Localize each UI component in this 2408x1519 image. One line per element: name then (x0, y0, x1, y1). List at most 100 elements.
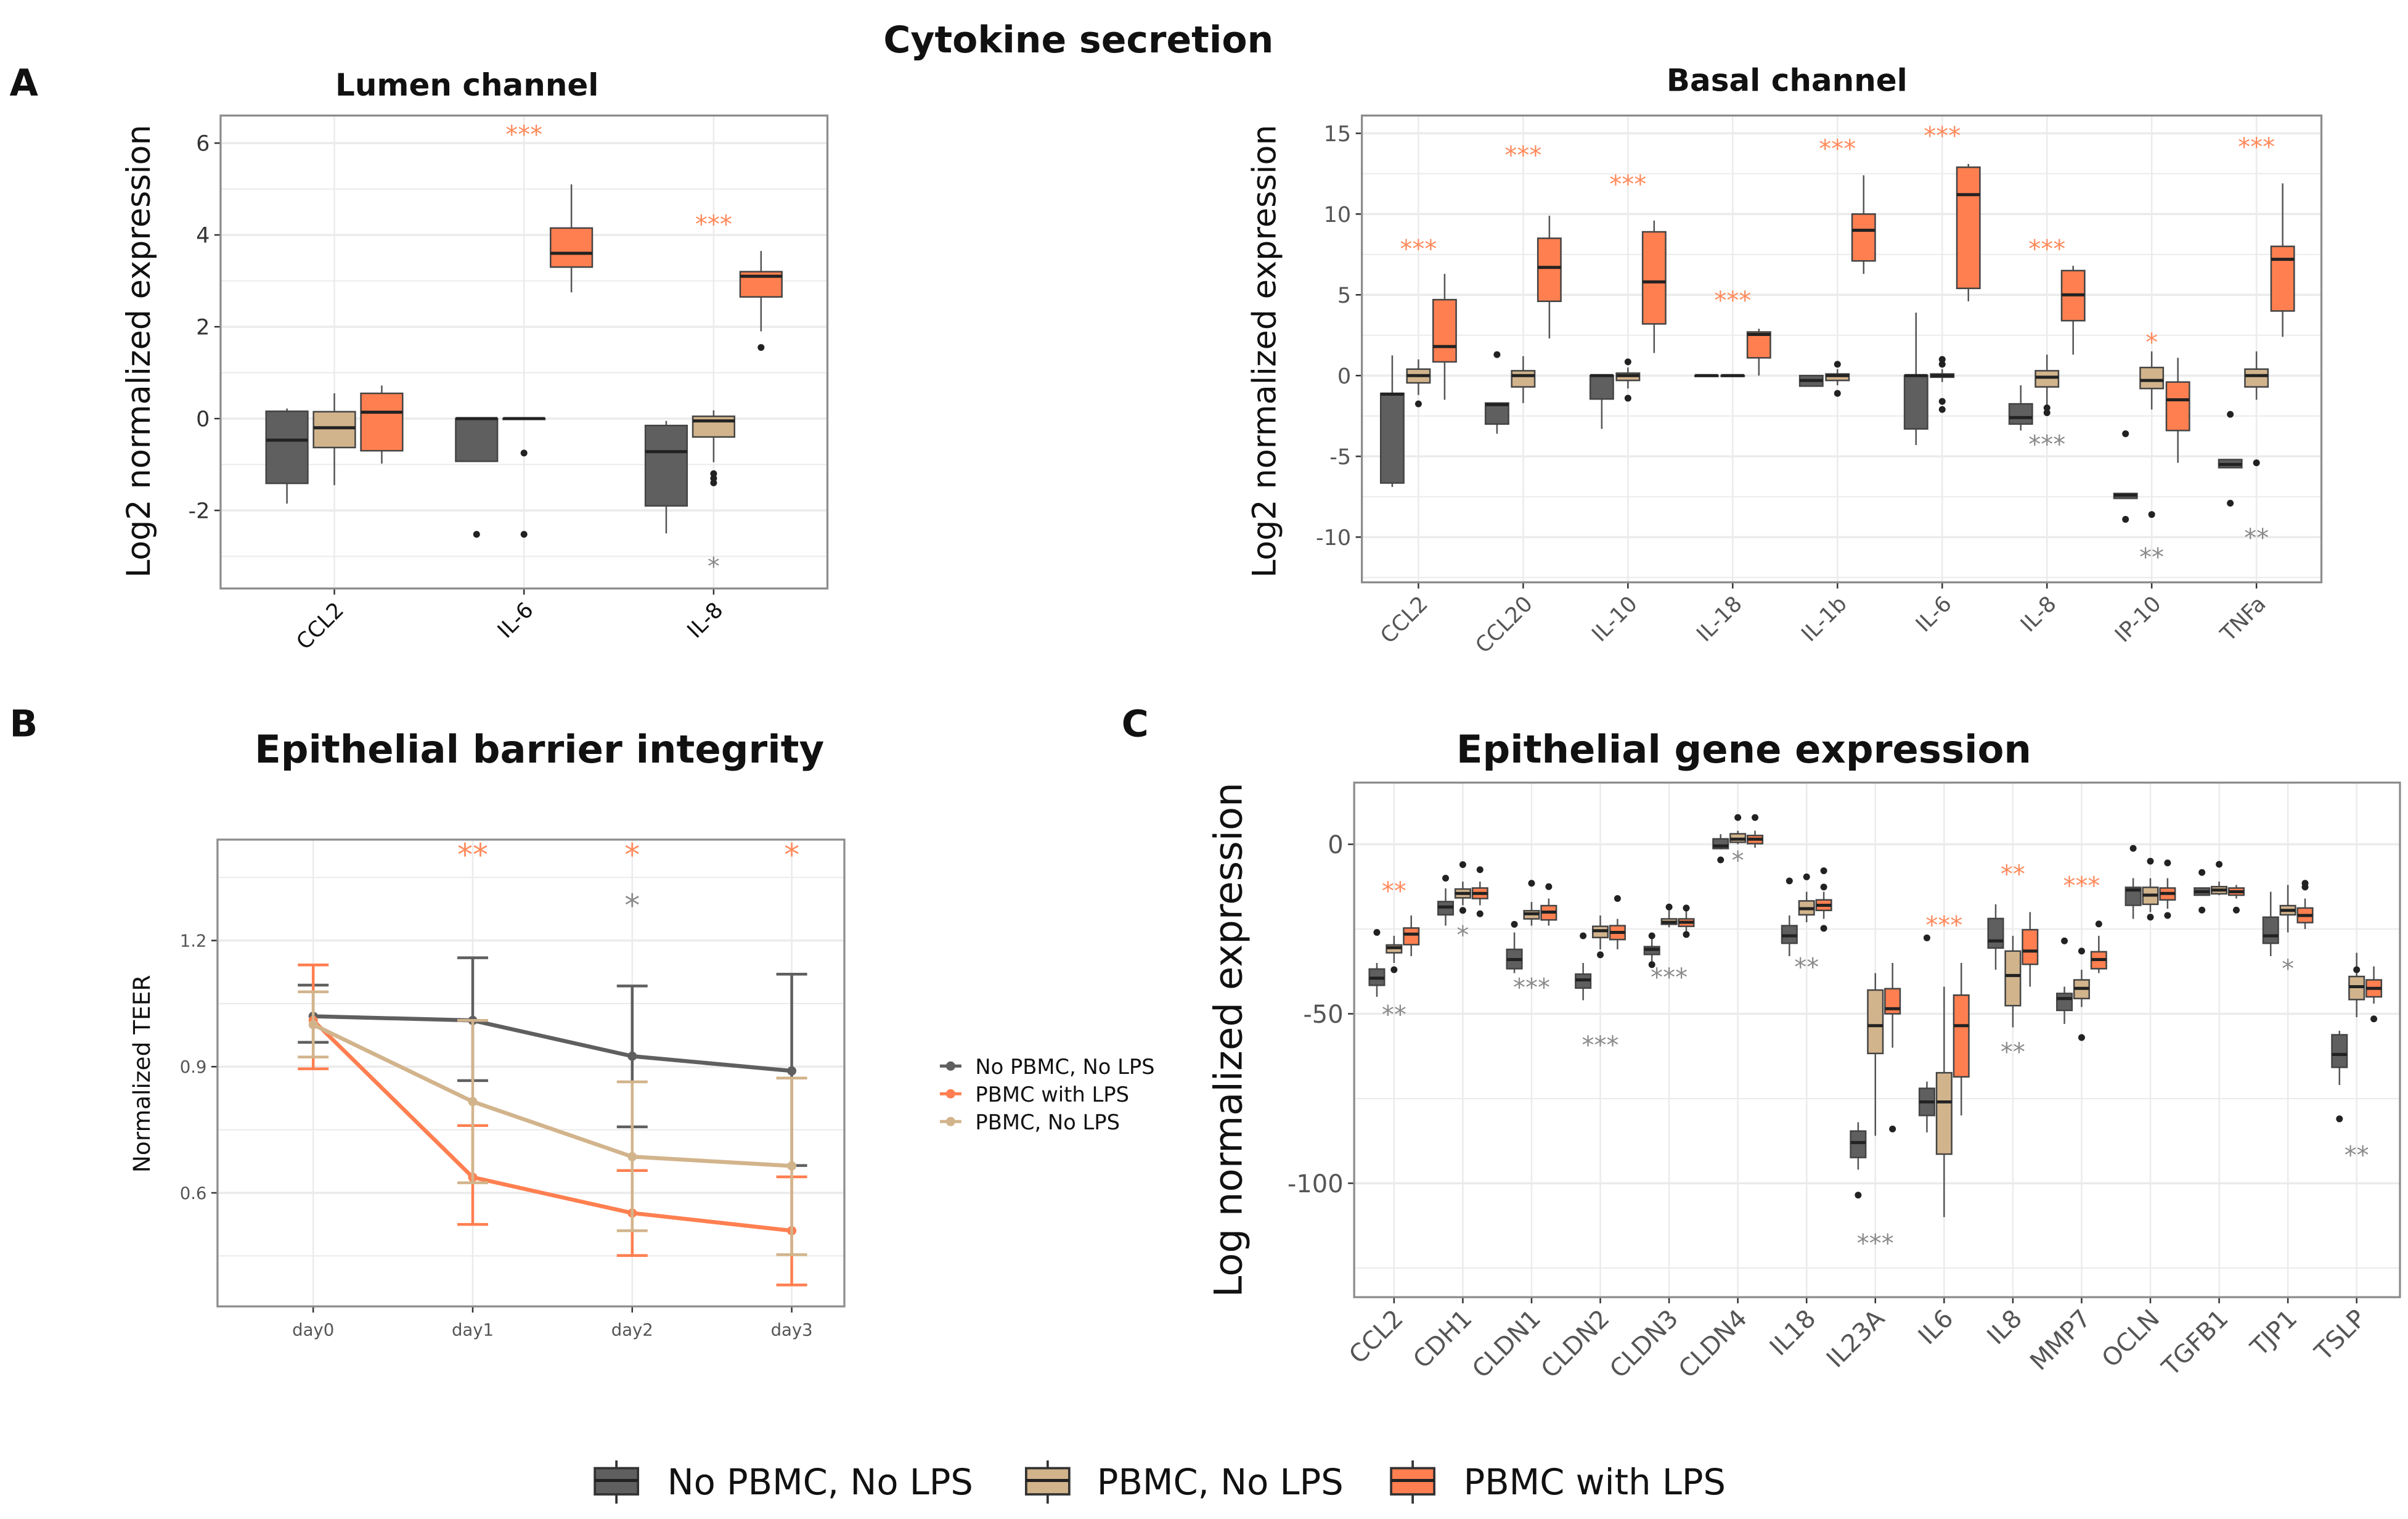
series-line (313, 1014, 792, 1073)
y-tick-label: -10 (1316, 526, 1351, 551)
y-tick-label: 5 (1337, 284, 1351, 308)
outlier-point (1803, 873, 1810, 880)
significance-label: ** (1382, 1001, 1406, 1029)
box (2244, 351, 2269, 467)
y-tick-label: 0 (1337, 364, 1351, 389)
outlier-point (1820, 867, 1827, 874)
box (2331, 1030, 2348, 1123)
significance-label: *** (2028, 430, 2065, 459)
y-tick-label: 0 (196, 407, 210, 432)
plot-border (219, 114, 829, 590)
significance-label: * (2145, 329, 2158, 357)
outlier-point (2122, 515, 2129, 523)
significance-label: *** (1400, 235, 1437, 263)
box-iqr (2244, 368, 2269, 388)
box (1850, 1122, 1867, 1199)
legend-label: No PBMC, No LPS (667, 1462, 973, 1503)
box (1930, 356, 1955, 413)
outlier-point (1834, 390, 1841, 397)
box-iqr (2262, 916, 2279, 944)
group-legend-item: PBMC with LPS (1390, 1460, 1726, 1504)
box (2227, 885, 2245, 914)
significance-label: ** (457, 837, 488, 873)
box (265, 408, 309, 504)
box (1454, 861, 1471, 914)
box (502, 417, 546, 538)
outlier-point (1834, 361, 1841, 368)
outlier-point (1938, 406, 1946, 413)
box (1386, 936, 1403, 973)
box (692, 410, 735, 486)
y-tick-label: -50 (1303, 1001, 1343, 1029)
plot-border (1361, 114, 2323, 584)
outlier-point (1442, 875, 1450, 882)
box (2056, 937, 2073, 1024)
outlier-point (1938, 398, 1946, 405)
outlier-point (2043, 409, 2051, 417)
outlier-point (2147, 858, 2154, 865)
outlier-point (1938, 356, 1946, 363)
outlier-point (2061, 937, 2068, 944)
outlier-point (1414, 400, 1422, 407)
box (1484, 351, 1509, 434)
teer-legend-item: PBMC with LPS (939, 1083, 1129, 1107)
legend-point-icon (945, 1061, 955, 1071)
box-iqr (1641, 231, 1667, 325)
y-tick-label: -5 (1329, 445, 1351, 470)
significance-label: *** (2063, 872, 2100, 901)
significance-label: * (1732, 846, 1744, 875)
outlier-point (2232, 906, 2240, 914)
y-tick-label: 15 (1324, 122, 1352, 147)
outlier-point (1580, 932, 1587, 940)
legend-label: PBMC with LPS (975, 1083, 1129, 1107)
outlier-point (1923, 934, 1930, 941)
box-iqr (1850, 1130, 1867, 1158)
outlier-point (473, 531, 480, 538)
box (2159, 859, 2176, 919)
box-iqr (2270, 245, 2295, 312)
significance-label: * (1456, 921, 1469, 949)
box (1437, 875, 1455, 926)
box-iqr (1403, 927, 1420, 946)
plot-area (1361, 115, 2322, 583)
outlier-point (1511, 920, 1518, 928)
box (2008, 385, 2033, 431)
box (1903, 313, 1928, 445)
outlier-point (2129, 845, 2137, 852)
box (1729, 814, 1747, 845)
significance-label: *** (1714, 287, 1751, 315)
legend-point-icon (945, 1116, 955, 1126)
box (1956, 164, 1981, 301)
significance-label: * (708, 552, 720, 581)
gene-y-axis-label: Log normalized expression (1206, 782, 1251, 1297)
outlier-point (2198, 906, 2206, 914)
significance-label: * (2282, 955, 2294, 983)
box-iqr (2022, 928, 2039, 965)
box (1953, 963, 1970, 1116)
box (2296, 880, 2314, 930)
y-tick-label: 2 (196, 316, 210, 340)
outlier-point (1597, 951, 1604, 959)
significance-label: ** (2001, 860, 2025, 888)
legend-point-icon (945, 1089, 955, 1099)
box (1694, 374, 1719, 377)
outlier-point (1390, 966, 1398, 973)
box (1746, 329, 1771, 376)
y-tick-label: -100 (1288, 1170, 1344, 1198)
box (2090, 920, 2107, 973)
box-iqr (2139, 366, 2165, 390)
box-iqr (1537, 237, 1562, 302)
box (2142, 858, 2159, 921)
box-iqr (1511, 370, 1536, 388)
outlier-point (1752, 814, 1759, 821)
outlier-point (1786, 877, 1793, 885)
box (1825, 361, 1850, 397)
box-iqr (1867, 989, 1884, 1055)
panel-label-b: B (10, 703, 38, 746)
legend-label: PBMC, No LPS (975, 1110, 1120, 1134)
significance-label: *** (1857, 1230, 1894, 1258)
outlier-point (1938, 361, 1946, 368)
significance-label: *** (1582, 1031, 1619, 1060)
significance-label: *** (505, 121, 542, 149)
box-iqr (550, 227, 594, 268)
